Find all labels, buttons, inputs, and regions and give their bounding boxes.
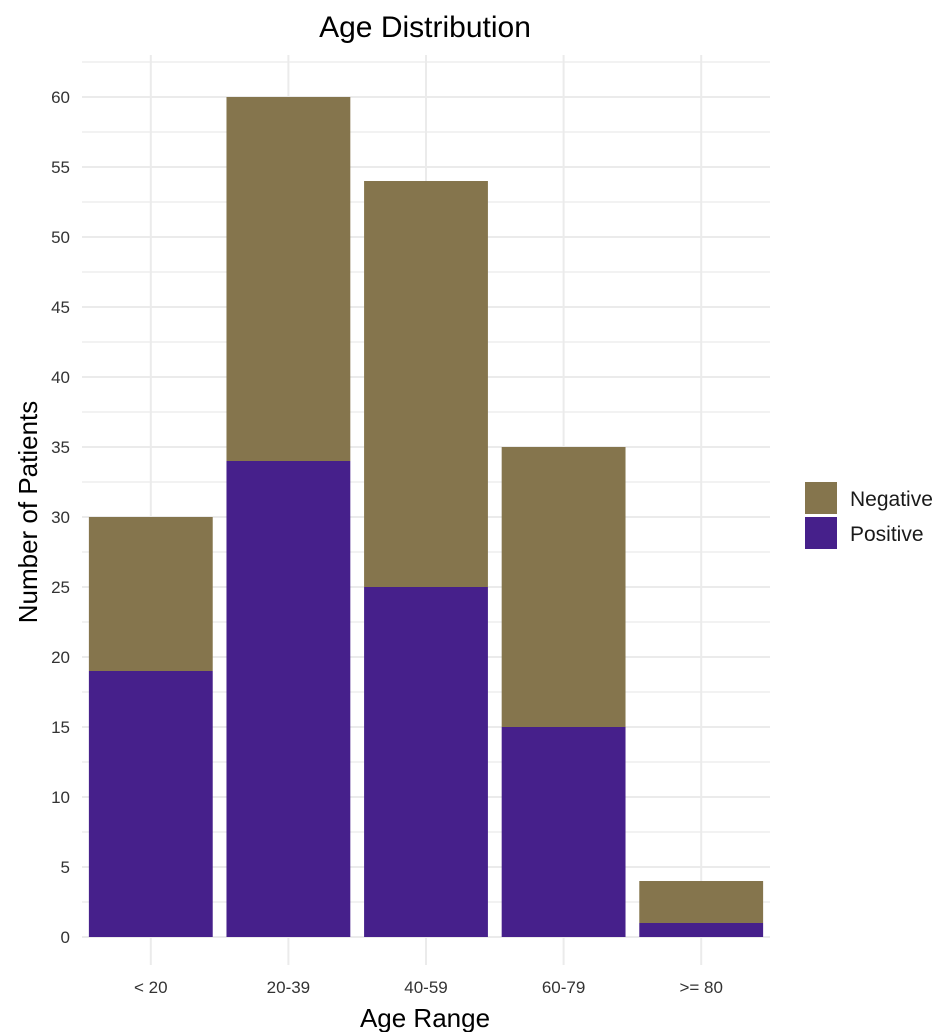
bar-segment-negative (226, 97, 351, 461)
bar-segment-positive (364, 587, 488, 937)
y-tick-label: 35 (51, 438, 70, 457)
legend: Negative Positive (805, 482, 933, 549)
y-tick-label: 55 (51, 158, 70, 177)
y-tick-label: 25 (51, 578, 70, 597)
y-tick-label: 50 (51, 228, 70, 247)
y-tick-label: 0 (61, 928, 70, 947)
y-tick-label: 5 (61, 858, 70, 877)
legend-swatch-negative (805, 482, 837, 514)
y-tick-label: 15 (51, 718, 70, 737)
bar-segment-negative (639, 881, 764, 923)
bar-segment-positive (226, 461, 351, 937)
y-tick-label: 40 (51, 368, 70, 387)
x-axis-title: Age Range (360, 1003, 490, 1032)
x-tick-label: 20-39 (267, 978, 310, 997)
legend-swatch-positive (805, 517, 837, 549)
x-tick-label: 40-59 (404, 978, 447, 997)
y-tick-label: 30 (51, 508, 70, 527)
legend-label-negative: Negative (850, 488, 933, 511)
y-axis-ticks: 0 5 10 15 20 25 30 35 40 45 50 55 60 (51, 88, 70, 947)
bar-segment-negative (501, 447, 626, 727)
bar-segment-negative (364, 181, 488, 587)
x-tick-label: 60-79 (542, 978, 585, 997)
bar-segment-positive (88, 671, 213, 937)
chart-title: Age Distribution (319, 11, 531, 44)
y-axis-title: Number of Patients (13, 401, 43, 624)
y-tick-label: 60 (51, 88, 70, 107)
bar-segment-positive (639, 923, 764, 937)
x-tick-label: >= 80 (679, 978, 723, 997)
legend-label-positive: Positive (850, 523, 924, 546)
y-tick-label: 10 (51, 788, 70, 807)
y-tick-label: 20 (51, 648, 70, 667)
bar-segment-positive (501, 727, 626, 937)
x-tick-label: < 20 (134, 978, 168, 997)
bars (88, 97, 764, 937)
x-axis-ticks: < 20 20-39 40-59 60-79 >= 80 (134, 978, 723, 997)
y-tick-label: 45 (51, 298, 70, 317)
bar-segment-negative (88, 517, 213, 671)
